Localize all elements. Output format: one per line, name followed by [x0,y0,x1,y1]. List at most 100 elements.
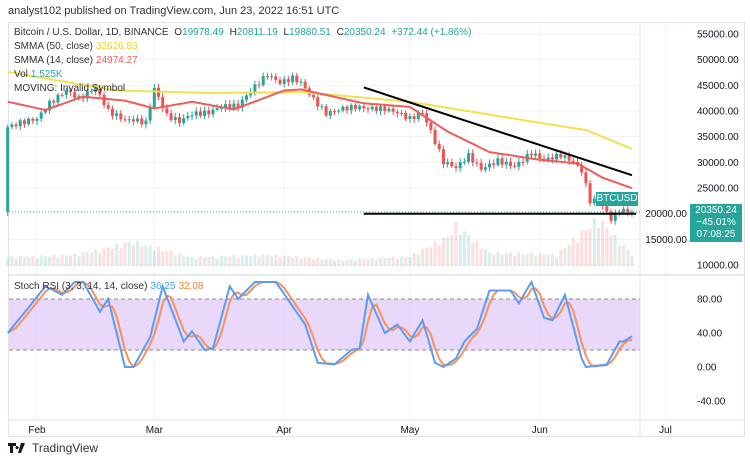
volume-bar [198,256,202,266]
candle-body [131,119,135,122]
brand-name: TradingView [32,441,99,455]
candle-body [609,211,613,221]
volume-bar [316,257,320,266]
candle-body [496,158,500,166]
candle-body [370,106,374,110]
high-value: 20811.19 [236,27,278,38]
stoch-d-line [7,280,633,369]
volume-bar [177,252,181,266]
volume-bar [52,254,56,266]
candle-body [626,208,630,213]
candle-body [303,81,307,89]
volume-bar [609,236,613,266]
candle-body [395,111,399,114]
volume-bar [215,258,219,266]
smma50-value: 32626.83 [95,41,138,52]
volume-bar [605,228,609,266]
volume-bar [169,250,173,266]
volume-bar [483,249,487,266]
volume-bar [337,259,341,266]
x-tick-label: Jun [532,425,548,436]
candle-body [383,106,387,112]
tradingview-logo[interactable]: TradingView [8,441,98,455]
candle-body [538,153,542,159]
candle-body [475,162,479,164]
volume-bar [115,243,119,266]
volume-bar [119,247,123,266]
volume-bar [295,256,299,266]
volume-bar [496,251,500,266]
candle-body [521,161,525,163]
y-tick-label: 40000.00 [697,107,739,118]
volume-bar [425,247,429,266]
x-tick-label: Apr [276,425,292,436]
volume-bar [550,253,554,266]
candle-body [500,158,504,165]
candle-body [479,162,483,170]
volume-bar [517,252,521,266]
candle-body [337,110,341,112]
volume-bar [563,247,567,266]
legend-smma14[interactable]: SMMA (14, close) 24974.27 [14,55,141,66]
volume-bar [182,255,186,266]
y-tick-label: 45000.00 [697,81,739,92]
volume-bar [324,258,328,266]
volume-bar [98,252,102,266]
volume-bar [576,242,580,266]
volume-bar [224,256,228,266]
candle-body [420,113,424,115]
volume-bar [538,252,542,266]
candle-body [534,153,538,156]
candle-body [173,117,177,121]
candle-body [240,99,244,108]
volume-bar [249,256,253,266]
volume-bar [462,231,466,266]
legend-smma50[interactable]: SMMA (50, close) 32626.83 [14,41,141,52]
legend-volume[interactable]: Vol 1.525K [14,69,66,80]
volume-bar [450,235,454,266]
volume-bar [395,259,399,266]
volume-bar [349,259,353,266]
candle-body [31,118,35,121]
candle-body [588,183,592,204]
volume-bar [6,257,10,266]
candle-body [358,106,362,110]
volume-bar [580,230,584,266]
volume-bar [39,255,43,266]
chart-frame[interactable] [8,22,745,437]
candle-body [320,106,324,108]
candle-body [265,76,269,78]
volume-bar [353,260,357,266]
volume-bar [479,248,483,266]
candle-body [312,94,316,98]
volume-bar [291,257,295,266]
candle-body [584,172,588,184]
volume-bar [131,245,135,266]
legend-moving[interactable]: MOVING: Invalid Symbol [14,83,126,94]
legend-stoch-rsi[interactable]: Stoch RSI (3, 3, 14, 14, close) 36.25 32.0… [14,281,206,292]
candle-body [387,108,391,112]
candle-body [161,96,165,109]
candle-body [236,103,240,108]
bar-countdown: 07:08:25 [696,229,736,240]
volume-bar [379,257,383,266]
tradingview-logo-icon [8,443,25,453]
smma14-line [7,88,633,190]
volume-bar [85,252,89,266]
last-price-tag: 20350.24 −45.01% 07:08:25 [690,204,742,242]
candle-body [48,100,52,111]
low-value: 19880.51 [289,27,331,38]
candle-body [408,116,412,120]
candle-body [332,111,336,113]
candle-body [471,153,475,163]
candle-body [567,155,571,161]
volume-bar [571,237,575,266]
volume-bar [270,256,274,266]
candle-body [441,149,445,165]
last-price: 20350.24 [695,205,737,216]
volume-bar [441,237,445,266]
stoch-k-value: 36.25 [150,281,176,292]
candle-body [630,211,634,213]
stoch-d-value: 32.08 [178,281,204,292]
